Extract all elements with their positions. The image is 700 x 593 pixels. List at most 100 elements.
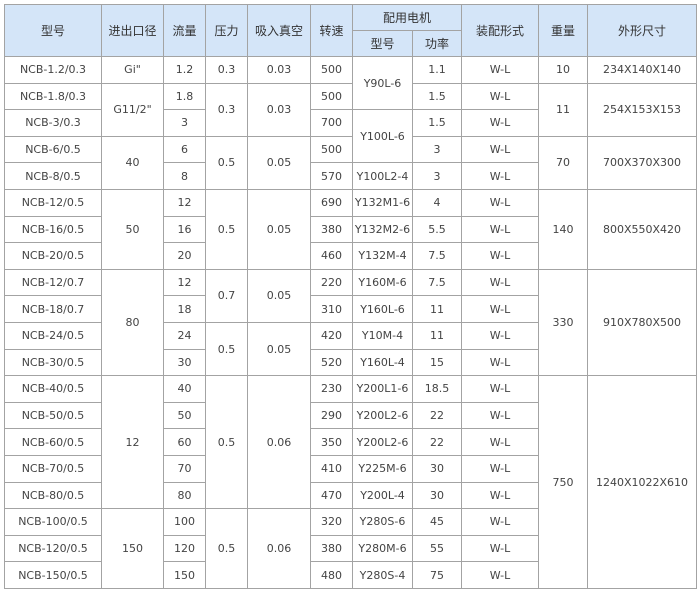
table-cell: 350 (310, 428, 353, 456)
table-cell: NCB-16/0.5 (4, 215, 102, 244)
table-cell: 0.5 (205, 135, 248, 190)
table-cell: 5.5 (411, 215, 463, 244)
table-cell: W-L (461, 375, 540, 403)
table-cell: 500 (310, 135, 353, 164)
table-cell: 15 (411, 348, 463, 377)
table-cell: W-L (461, 135, 540, 164)
table-row: NCB-24/0.5 24 0.5 0.05 420 Y10M-4 11 W-L (4, 321, 697, 377)
table-cell: W-L (461, 401, 540, 430)
table-cell: W-L (461, 481, 540, 510)
table-cell: 0.5 (205, 321, 248, 377)
table-cell: 1240X1022X610 (587, 375, 698, 589)
header-weight: 重量 (538, 4, 589, 57)
table-cell: 55 (411, 534, 463, 563)
table-cell: G11/2" (101, 82, 164, 137)
table-header: 型号 进出口径 流量 压力 吸入真空 转速 配用电机 装配形式 重量 外形尺寸 … (4, 4, 698, 57)
table-cell: 0.06 (247, 508, 311, 589)
table-cell: 150 (163, 561, 206, 589)
table-row: NCB-30/0.5 30 520 Y160L-4 15 W-L (4, 348, 697, 377)
pump-spec-table: 型号 进出口径 流量 压力 吸入真空 转速 配用电机 装配形式 重量 外形尺寸 … (4, 4, 698, 589)
table-cell: 520 (310, 348, 353, 377)
table-cell: NCB-80/0.5 (4, 481, 102, 510)
table-cell: 70 (163, 454, 206, 483)
table-cell: 690 (310, 188, 353, 217)
table-cell: 3 (411, 135, 463, 164)
table-cell: Y280S-4 (352, 561, 413, 589)
table-cell: W-L (461, 56, 540, 84)
table-cell: 0.05 (247, 135, 311, 190)
table-cell: 22 (411, 401, 463, 430)
table-cell: 80 (101, 268, 164, 377)
table-cell: 0.03 (247, 56, 311, 84)
table-cell: 75 (411, 561, 463, 589)
table-cell: 60 (163, 428, 206, 456)
table-cell: 50 (163, 401, 206, 430)
table-cell: Y200L2-6 (352, 401, 413, 430)
table-cell: 234X140X140 (587, 56, 698, 84)
table-cell: 20 (163, 242, 206, 270)
table-cell: 10 (538, 56, 589, 84)
table-cell: Y160L-6 (352, 295, 413, 323)
table-cell: Y132M-4 (352, 242, 413, 270)
table-cell: 24 (163, 321, 206, 350)
table-cell: W-L (461, 321, 540, 350)
header-motor: 配用电机 (351, 4, 463, 31)
table-cell: 18.5 (411, 375, 463, 403)
table-cell: 11 (411, 321, 463, 350)
table-row: NCB-1.2/0.3 Gi" 1.2 0.3 0.03 500 Y90L-6 1.1 W-L 1… (4, 55, 698, 111)
table-cell: 700 (310, 109, 353, 137)
table-cell: W-L (461, 348, 540, 377)
table-cell: W-L (461, 534, 540, 563)
table-row: NCB-150/0.5 150 480 Y280S-4 75 W-L (4, 561, 697, 589)
table-body: NCB-1.2/0.3 Gi" 1.2 0.3 0.03 500 Y90L-6 1.1 W-L 1… (4, 55, 698, 589)
table-cell: 50 (101, 188, 164, 270)
table-row: NCB-6/0.5 40 6 0.5 0.05 500 3 W-L 70 700X370X300 (4, 135, 698, 190)
table-cell: NCB-18/0.7 (4, 295, 102, 323)
table-cell: W-L (461, 561, 540, 589)
table-row: NCB-1.8/0.3 G11/2" 1.8 0.3 0.03 500 1.5 W-L 11 25… (4, 82, 698, 137)
table-row: NCB-16/0.5 16 380 Y132M2-6 5.5 W-L (4, 215, 697, 244)
table-row: NCB-70/0.5 70 410 Y225M-6 30 W-L (4, 454, 697, 483)
table-cell: 410 (310, 454, 353, 483)
table-cell: 1.8 (163, 82, 206, 111)
table-cell: 1.1 (411, 56, 463, 84)
table-cell: 30 (411, 454, 463, 483)
table-cell: W-L (461, 82, 540, 111)
table-cell: 0.05 (247, 321, 311, 377)
table-row: NCB-8/0.5 8 570 Y100L2-4 3 W-L (4, 162, 697, 190)
table-cell: 12 (101, 375, 164, 510)
table-cell: 18 (163, 295, 206, 323)
table-cell: W-L (461, 215, 540, 244)
table-cell: 0.03 (247, 82, 311, 137)
table-cell: 480 (310, 561, 353, 589)
table-cell: NCB-40/0.5 (4, 375, 102, 403)
table-cell: 22 (411, 428, 463, 456)
table-cell: 7.5 (411, 268, 463, 297)
table-cell: 40 (163, 375, 206, 403)
table-cell: 420 (310, 321, 353, 350)
table-cell: 0.06 (247, 375, 311, 510)
table-cell: W-L (461, 162, 540, 190)
table-row: NCB-20/0.5 20 460 Y132M-4 7.5 W-L (4, 242, 697, 270)
table-row: NCB-12/0.7 80 12 0.7 0.05 220 Y160M-6 7.5 W-L 330… (4, 268, 698, 377)
table-cell: 3 (163, 109, 206, 137)
table-cell: 0.7 (205, 268, 248, 323)
table-cell: 0.3 (205, 56, 248, 84)
table-cell: W-L (461, 428, 540, 456)
table-cell: 500 (310, 56, 353, 84)
table-cell: NCB-1.2/0.3 (4, 56, 102, 84)
table-cell: Y160M-6 (352, 268, 413, 297)
table-cell: W-L (461, 188, 540, 217)
table-cell: 150 (101, 508, 164, 589)
table-row: NCB-3/0.3 3 700 Y100L-6 1.5 W-L (4, 109, 697, 164)
table-cell: NCB-24/0.5 (4, 321, 102, 350)
table-cell: 500 (310, 82, 353, 111)
table-cell: Y280S-6 (352, 508, 413, 536)
table-cell: 7.5 (411, 242, 463, 270)
table-cell: Y132M2-6 (352, 215, 413, 244)
table-row: NCB-40/0.5 12 40 0.5 0.06 230 Y200L1-6 18.5 W-L 7… (4, 375, 698, 589)
header-pressure: 压力 (205, 4, 248, 57)
table-cell: 45 (411, 508, 463, 536)
table-cell: 8 (163, 162, 206, 190)
table-cell: 12 (163, 268, 206, 297)
